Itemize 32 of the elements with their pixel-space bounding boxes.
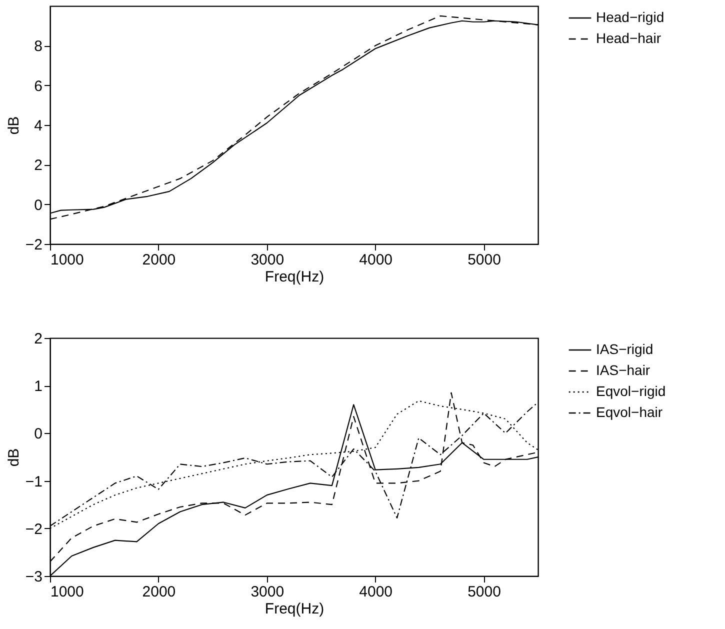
x-tick-label: 4000 — [359, 252, 393, 268]
y-tick-label: 2 — [34, 330, 42, 348]
y-tick-label: 2 — [34, 157, 42, 174]
y-tick-label: 4 — [34, 118, 42, 134]
y-tick-label: −1 — [25, 473, 42, 490]
y-tick-label: −2 — [25, 520, 42, 538]
x-axis-title: Freq(Hz) — [264, 268, 324, 286]
legend-label: IAS−hair — [596, 362, 650, 378]
legend-label: Eqvol−hair — [596, 404, 663, 420]
x-tick-label: 5000 — [468, 584, 501, 600]
y-axis-title: dB — [5, 448, 22, 467]
x-tick-label: 1000 — [50, 252, 84, 268]
y-tick-label: −2 — [25, 236, 42, 254]
y-axis-title: dB — [5, 116, 22, 135]
y-tick-label: 6 — [34, 78, 42, 95]
x-tick-label: 2000 — [142, 584, 176, 600]
legend-label: Head−hair — [596, 30, 662, 46]
x-tick-label: 2000 — [142, 252, 176, 268]
x-tick-label: 5000 — [468, 252, 501, 268]
x-tick-label: 3000 — [250, 252, 284, 268]
x-axis-title: Freq(Hz) — [264, 600, 324, 618]
legend-label: Head−rigid — [596, 9, 664, 25]
y-tick-label: 8 — [34, 38, 42, 56]
y-tick-label: 0 — [34, 196, 42, 214]
y-tick-label: 0 — [34, 426, 42, 443]
legend-label: Eqvol−rigid — [596, 383, 666, 399]
legend-label: IAS−rigid — [596, 341, 654, 357]
x-tick-label: 3000 — [250, 584, 284, 600]
x-tick-label: 1000 — [50, 584, 84, 600]
y-tick-label: −3 — [25, 568, 42, 586]
y-tick-label: 1 — [34, 378, 42, 396]
x-tick-label: 4000 — [359, 584, 393, 600]
